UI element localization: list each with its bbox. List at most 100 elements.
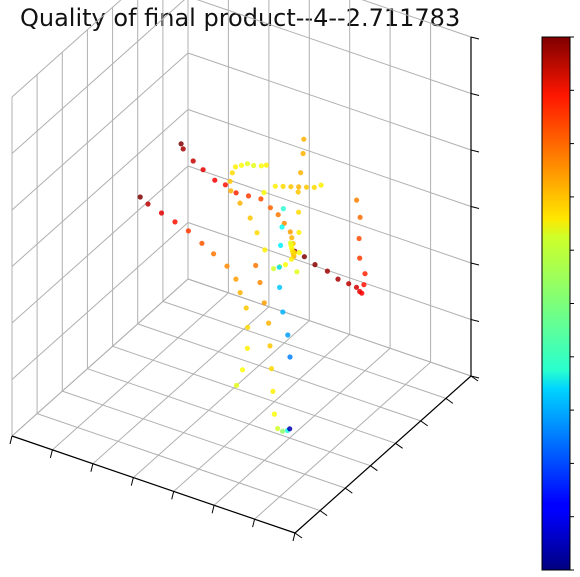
data-point <box>158 210 165 216</box>
data-point <box>199 240 205 246</box>
data-point <box>272 183 278 189</box>
data-point <box>288 256 295 262</box>
data-point <box>233 382 240 388</box>
y-axis-tick <box>445 397 454 404</box>
data-points <box>137 136 368 434</box>
data-point <box>279 224 285 230</box>
data-point <box>292 250 298 256</box>
grid-line <box>36 413 321 512</box>
data-point <box>233 190 239 196</box>
data-point <box>222 182 228 188</box>
data-point <box>211 251 217 257</box>
data-point <box>287 426 293 432</box>
data-point <box>224 263 230 269</box>
grid-line <box>137 323 421 422</box>
data-point <box>258 196 264 202</box>
data-point <box>280 183 286 189</box>
data-point <box>257 279 263 286</box>
data-point <box>238 162 245 168</box>
grid-line <box>92 306 270 465</box>
data-point <box>276 264 282 270</box>
data-point <box>278 242 284 248</box>
data-point <box>267 205 273 211</box>
data-point <box>275 425 281 432</box>
colorbar <box>541 36 571 571</box>
z-axis-tick <box>470 319 480 322</box>
data-point <box>311 184 317 190</box>
z-axis-tick <box>470 36 480 40</box>
data-point <box>271 411 277 417</box>
data-point <box>353 284 360 290</box>
data-point <box>354 197 360 203</box>
grid-line <box>11 109 189 267</box>
data-point <box>357 214 363 220</box>
data-point <box>296 209 302 215</box>
data-point <box>233 276 239 282</box>
x-axis-tick <box>292 532 296 542</box>
grid-line <box>132 320 310 478</box>
data-point <box>145 201 151 207</box>
data-point <box>296 184 302 190</box>
data-point <box>190 158 196 164</box>
data-point <box>232 164 239 170</box>
z-axis-tick <box>470 93 480 96</box>
data-point <box>277 284 283 290</box>
grid-line <box>52 292 229 451</box>
data-point <box>296 229 302 235</box>
data-point <box>318 182 324 188</box>
data-point <box>359 290 365 296</box>
data-point <box>247 215 253 221</box>
data-point <box>237 290 243 296</box>
data-point <box>244 345 250 351</box>
y-axis-tick <box>319 510 328 517</box>
data-point <box>280 206 286 212</box>
data-point <box>239 367 246 373</box>
data-point <box>298 170 304 176</box>
data-point <box>287 354 293 360</box>
data-point <box>301 254 307 260</box>
data-point <box>185 228 191 234</box>
z-axis-tick <box>470 375 480 379</box>
data-point <box>271 266 277 272</box>
x-axis-tick <box>49 449 53 459</box>
z-axis-tick <box>470 206 480 209</box>
data-point <box>280 309 286 315</box>
grid-line <box>173 334 351 492</box>
y-axis-tick <box>420 420 428 427</box>
data-point <box>294 269 300 275</box>
data-point <box>251 162 257 169</box>
data-point <box>262 247 268 253</box>
x-axis-line <box>11 435 296 534</box>
z-axis-tick <box>470 149 480 153</box>
data-point <box>180 146 186 152</box>
data-point <box>237 200 243 206</box>
grid-line <box>112 345 396 444</box>
data-point <box>288 184 294 190</box>
data-point <box>244 161 251 167</box>
grid-line <box>62 390 346 489</box>
grid-line <box>11 0 185 154</box>
grid-line <box>213 347 391 506</box>
grid-line <box>187 278 472 377</box>
y-axis-tick <box>395 442 403 449</box>
data-point <box>245 193 252 199</box>
y-axis-tick <box>294 532 303 539</box>
data-point <box>263 162 269 168</box>
y-axis-tick <box>370 465 378 472</box>
data-point <box>275 212 281 218</box>
y-axis-line <box>294 375 472 534</box>
grid-line <box>187 165 472 264</box>
data-point <box>282 262 289 268</box>
colorbar-ticks <box>570 36 574 571</box>
z-axis-tick <box>470 262 480 266</box>
data-point <box>261 300 267 306</box>
data-point <box>227 178 233 184</box>
grid-line <box>196 0 472 94</box>
data-point <box>295 189 301 195</box>
data-point <box>357 255 363 261</box>
data-point <box>200 167 206 173</box>
data-point <box>268 366 275 372</box>
data-point <box>301 136 307 142</box>
data-point <box>312 262 318 268</box>
